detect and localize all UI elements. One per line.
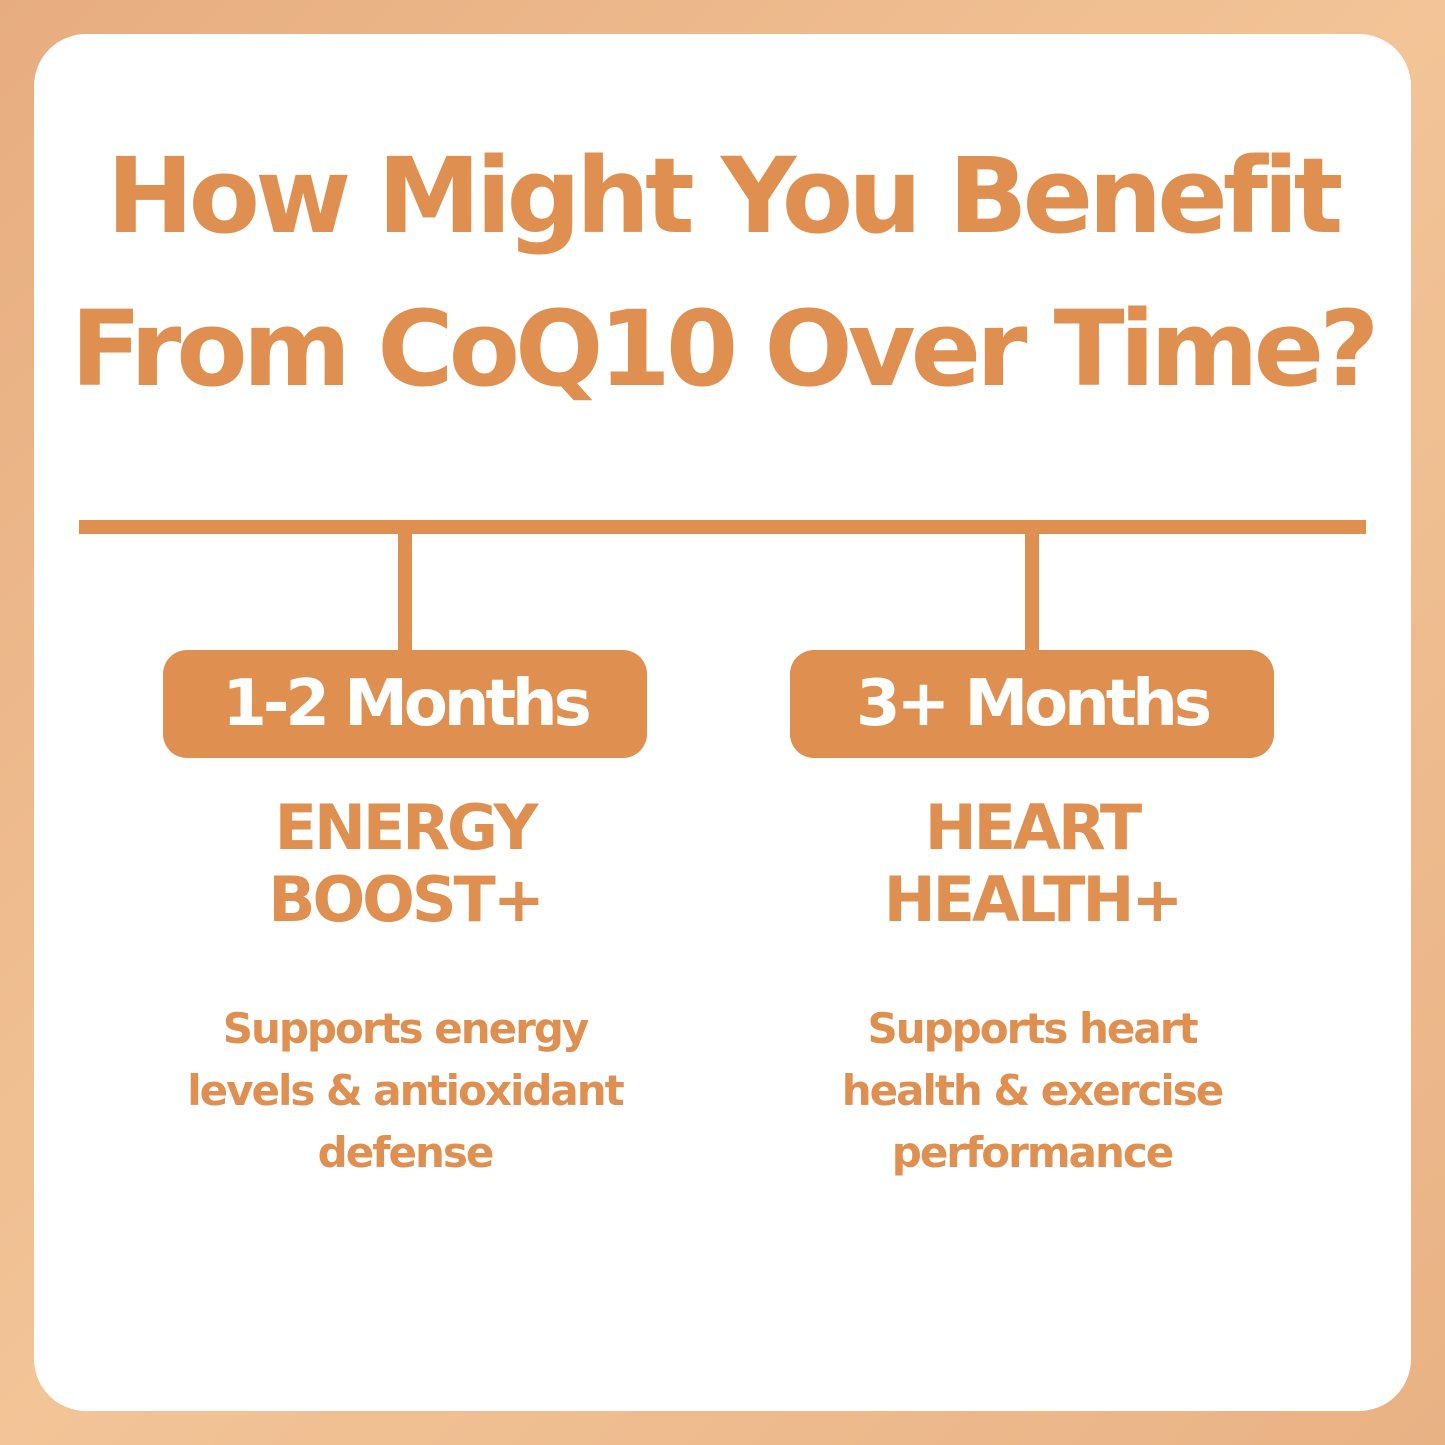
title-line: From CoQ10 Over Time? (70, 288, 1380, 410)
timeline (79, 520, 1366, 534)
desc-line: Supports energy (222, 1004, 590, 1053)
benefit-heading: ENERGY BOOST+ (163, 792, 647, 936)
heading-line: HEALTH+ (883, 863, 1184, 936)
period-badge: 1-2 Months (163, 650, 647, 758)
desc-line: performance (891, 1128, 1175, 1177)
period-badge: 3+ Months (790, 650, 1274, 758)
heading-line: BOOST+ (268, 863, 545, 936)
desc-line: health & exercise (841, 1066, 1225, 1115)
benefit-description: Supports heart health & exercise performan… (752, 998, 1312, 1184)
title-line: How Might You Benefit (106, 135, 1344, 257)
heading-line: ENERGY (274, 791, 539, 864)
benefit-heading: HEART HEALTH+ (790, 792, 1274, 936)
desc-line: defense (317, 1128, 495, 1177)
connector (1025, 530, 1039, 652)
benefit-description: Supports energy levels & antioxidant defen… (125, 998, 685, 1184)
desc-line: levels & antioxidant (187, 1066, 624, 1115)
desc-line: Supports heart (867, 1004, 1198, 1053)
connector (398, 530, 412, 652)
heading-line: HEART (924, 791, 1142, 864)
